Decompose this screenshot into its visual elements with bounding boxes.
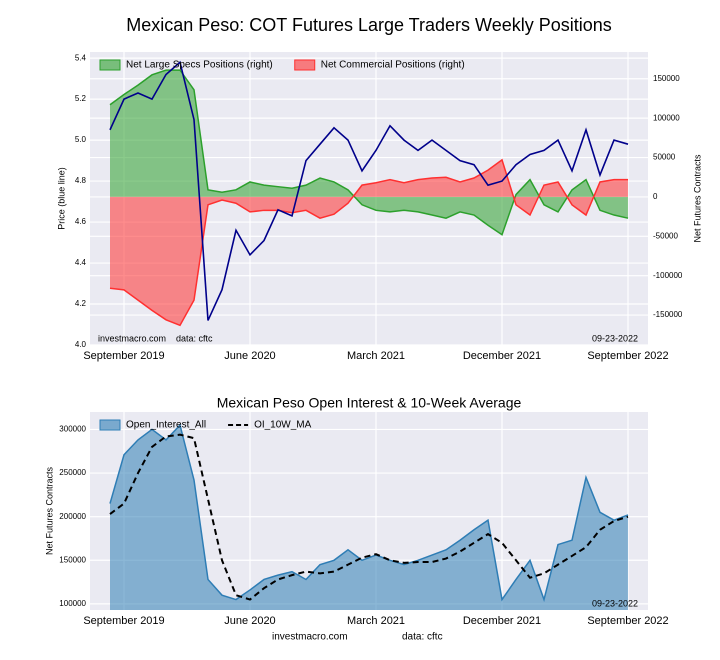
area-edge — [109, 423, 629, 603]
y-tick-label: 4.4 — [75, 258, 87, 267]
x-tick-label: March 2021 — [347, 615, 405, 627]
line — [109, 433, 629, 601]
x-tick-label: September 2019 — [83, 615, 164, 627]
x-tick-label: September 2022 — [587, 615, 668, 627]
y2-tick-label: 100000 — [653, 113, 680, 122]
y2-tick-label: -100000 — [653, 271, 683, 280]
y-tick-label: 4.8 — [75, 176, 87, 185]
y2-axis-label: Net Futures Contracts — [692, 154, 702, 243]
y-tick-label: 100000 — [59, 599, 86, 608]
y-tick-label: 4.0 — [75, 340, 87, 349]
chart-title: Mexican Peso Open Interest & 10-Week Ave… — [217, 395, 522, 411]
y2-tick-label: -50000 — [653, 231, 678, 240]
y-tick-label: 250000 — [59, 468, 86, 477]
y2-tick-label: 150000 — [653, 74, 680, 83]
footer-text: investmacro.com — [272, 632, 348, 643]
x-tick-label: December 2021 — [463, 615, 541, 627]
annotation: 09-23-2022 — [592, 598, 638, 608]
y2-tick-label: 0 — [653, 192, 658, 201]
x-tick-label: September 2019 — [83, 350, 164, 362]
x-tick-label: December 2021 — [463, 350, 541, 362]
legend-swatch — [99, 59, 121, 71]
x-tick-label: March 2021 — [347, 350, 405, 362]
x-tick-label: June 2020 — [224, 350, 275, 362]
legend-label: Net Commercial Positions (right) — [321, 60, 465, 71]
y-tick-label: 300000 — [59, 425, 86, 434]
y2-tick-label: -150000 — [653, 310, 683, 319]
y-tick-label: 200000 — [59, 512, 86, 521]
legend-swatch — [294, 59, 316, 71]
area-edge — [109, 69, 629, 236]
annotation: investmacro.com data: cftc — [98, 333, 213, 343]
area-fill — [110, 425, 628, 610]
legend-label: Open_Interest_All — [126, 420, 206, 431]
y-tick-label: 4.6 — [75, 217, 87, 226]
annotation: 09-23-2022 — [592, 333, 638, 343]
y-tick-label: 4.2 — [75, 299, 87, 308]
y-tick-label: 5.0 — [75, 135, 87, 144]
line — [109, 60, 629, 321]
y-tick-label: 150000 — [59, 555, 86, 564]
area-edge — [109, 158, 628, 327]
x-tick-label: September 2022 — [587, 350, 668, 362]
footer-text: data: cftc — [402, 632, 443, 643]
chart-title: Mexican Peso: COT Futures Large Traders … — [126, 15, 612, 35]
y-tick-label: 5.2 — [75, 94, 87, 103]
y-tick-label: 5.4 — [75, 53, 87, 62]
legend-label: OI_10W_MA — [254, 420, 312, 431]
legend-swatch — [99, 419, 121, 431]
y-axis-label: Net Futures Contracts — [44, 466, 54, 555]
legend-label: Net Large Specs Positions (right) — [126, 60, 273, 71]
y-axis-label: Price (blue line) — [56, 167, 66, 230]
y2-tick-label: 50000 — [653, 153, 676, 162]
area-fill — [110, 159, 628, 326]
area-fill — [110, 70, 628, 235]
x-tick-label: June 2020 — [224, 615, 275, 627]
